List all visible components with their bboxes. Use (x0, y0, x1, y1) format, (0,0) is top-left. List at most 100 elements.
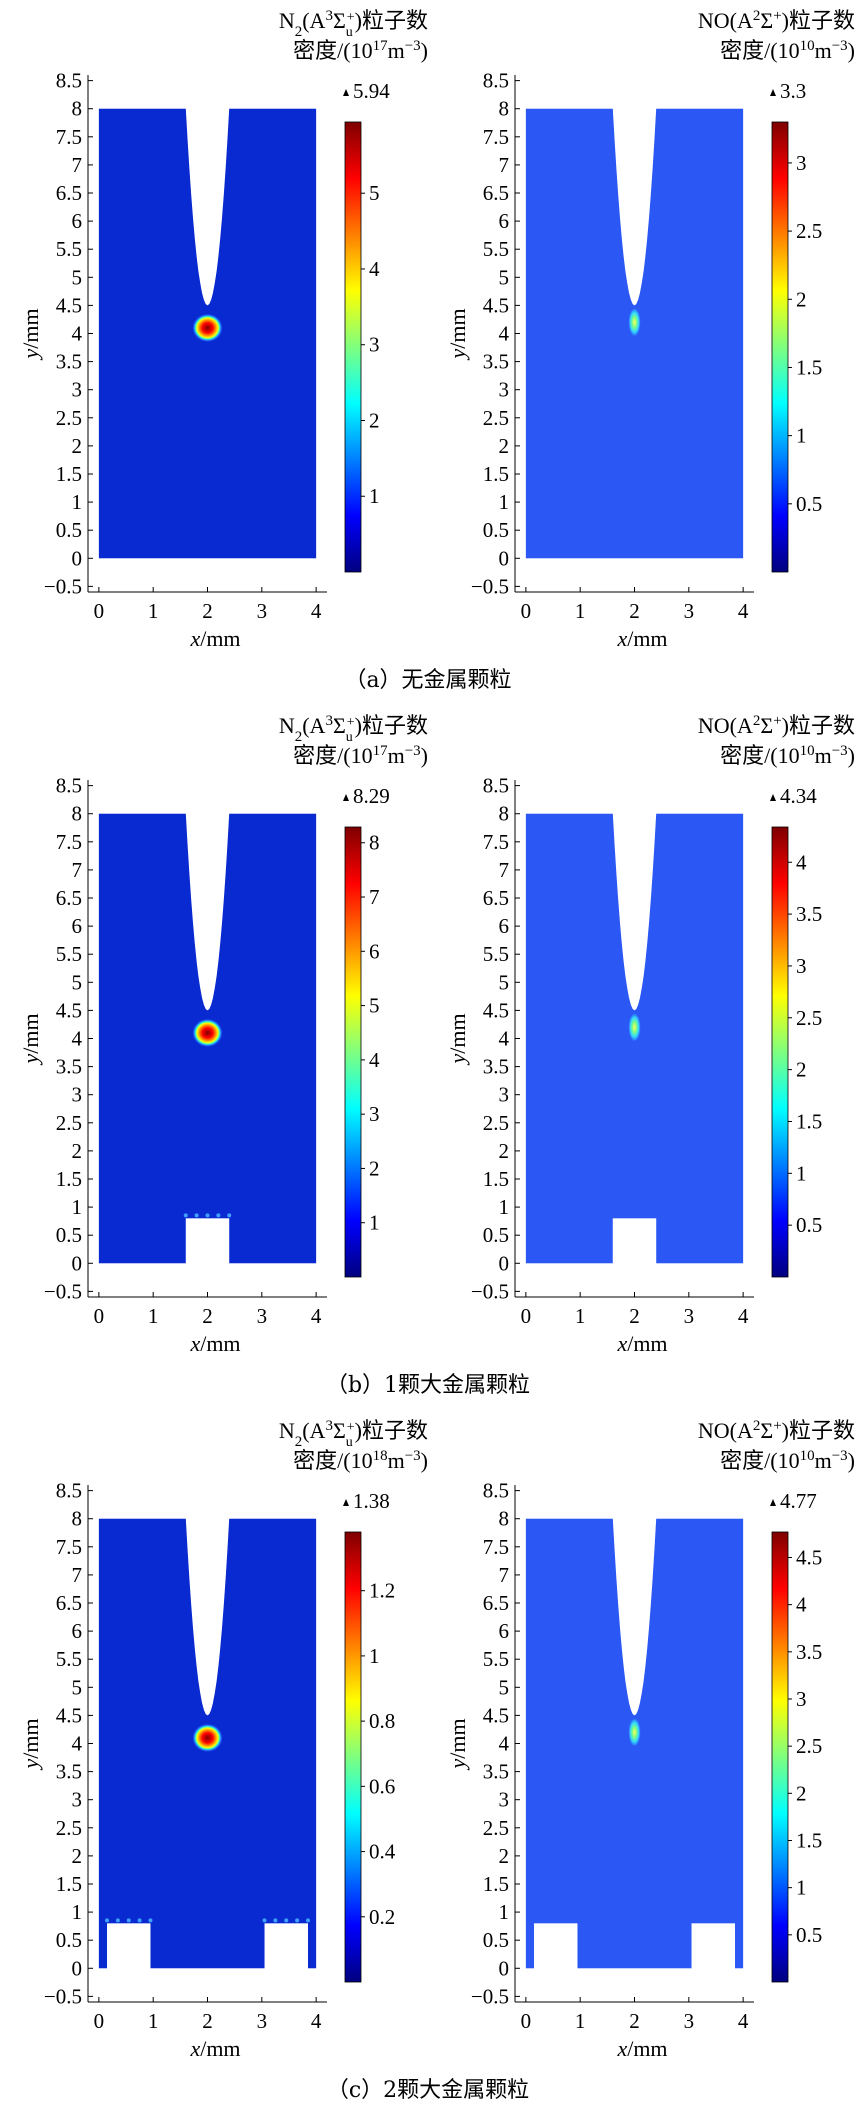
map-2-xtick-label-0: 0 (521, 2009, 532, 2033)
map-1-ytick-label-7: 3 (72, 1788, 83, 1812)
map-1-max-marker (343, 794, 349, 801)
map-2-cbar-tick-label-4: 2.5 (796, 219, 822, 243)
map-1-ytick-label-10: 4.5 (56, 998, 82, 1022)
map-2-ytick-label-10: 4.5 (483, 293, 509, 317)
map-2-hotspot (628, 1013, 641, 1042)
map-2-cbar-tick-label-5: 3 (796, 1687, 807, 1711)
map-2-cbar-tick-label-3: 2 (796, 1781, 807, 1805)
map-2-cbar-tick-label-2: 1.5 (796, 355, 822, 379)
panel-b-caption: （b）1颗大金属颗粒 (325, 1373, 531, 1398)
map-2-xtick-label-1: 1 (575, 2009, 586, 2033)
map-2-ylabel: y/mm (445, 1013, 470, 1065)
map-1-cbar-tick-label-1: 2 (369, 408, 380, 432)
map-1-xtick-label-3: 3 (257, 1304, 268, 1328)
map-2-cbar-tick-label-2: 1.5 (796, 1828, 822, 1852)
map-1-ytick-label-2: 0.5 (56, 518, 82, 542)
map-2-ytick-label-10: 4.5 (483, 998, 509, 1022)
map-2-xtick-label-3: 3 (684, 1304, 695, 1328)
map-2-ytick-label-7: 3 (499, 378, 510, 402)
map-2-cbar-tick-label-1: 1 (796, 1161, 807, 1185)
map-1-cbar-tick-label-6: 7 (369, 885, 380, 909)
map-1-ytick-label-3: 1 (72, 1900, 83, 1924)
map-2-xtick-label-2: 2 (629, 599, 640, 623)
map-1-needle-electrode (185, 100, 230, 306)
map-1-ytick-label-14: 6.5 (56, 1591, 82, 1615)
map-2-ytick-label-9: 4 (499, 1732, 510, 1756)
map-1-cbar-tick-label-1: 0.4 (369, 1840, 396, 1864)
map-2-xtick-label-0: 0 (521, 599, 532, 623)
map-1-ytick-label-18: 8.5 (56, 69, 82, 93)
map-2-xtick-label-2: 2 (629, 1304, 640, 1328)
map-2-ytick-label-11: 5 (499, 970, 510, 994)
map-1-ytick-label-12: 5.5 (56, 1647, 82, 1671)
map-1-cbar-tick-label-0: 0.2 (369, 1905, 395, 1929)
map-2-needle-electrode (612, 100, 657, 306)
map-2-ytick-label-3: 1 (499, 1195, 510, 1219)
map-1-ylabel: y/mm (18, 1718, 43, 1770)
map-2-ytick-label-4: 1.5 (483, 1167, 509, 1191)
map-1-ytick-label-18: 8.5 (56, 1479, 82, 1503)
map-2-particle-1 (534, 1923, 578, 1972)
map-2-cbar-tick-label-1: 1 (796, 424, 807, 448)
map-1-xtick-label-3: 3 (257, 599, 268, 623)
map-1-cbar-tick-label-4: 1 (369, 1644, 380, 1668)
map-1-xtick-label-2: 2 (202, 2009, 213, 2033)
map-1-ytick-label-16: 7.5 (56, 830, 82, 854)
map-1-ytick-label-16: 7.5 (56, 1535, 82, 1559)
map-1-hotspot (192, 1723, 223, 1752)
map-1-ytick-label-13: 6 (72, 1619, 83, 1643)
map-2-cbar-tick-label-0: 0.5 (796, 1923, 822, 1947)
map-1-ytick-label-11: 5 (72, 970, 83, 994)
map-1-ytick-label-1: 0 (72, 1956, 83, 1980)
map-1-xtick-label-3: 3 (257, 2009, 268, 2033)
map-1-colorbar (344, 826, 362, 1278)
map-1-ytick-label-13: 6 (72, 914, 83, 938)
map-1-max-marker (343, 1499, 349, 1506)
map-1-ytick-label-3: 1 (72, 1195, 83, 1219)
map-1-ytick-label-4: 1.5 (56, 1167, 82, 1191)
map-1-title: N2(A3Σu+)粒子数 (279, 1418, 428, 1450)
map-1-needle-electrode (185, 1510, 230, 1716)
map-1-ytick-label-13: 6 (72, 209, 83, 233)
map-2-xtick-label-0: 0 (521, 1304, 532, 1328)
map-1-xtick-label-2: 2 (202, 1304, 213, 1328)
map-2-ytick-label-7: 3 (499, 1083, 510, 1107)
map-2-cbar-tick-label-3: 2 (796, 1058, 807, 1082)
map-1-ytick-label-9: 4 (72, 1027, 83, 1051)
map-1-particle-1 (185, 1218, 230, 1267)
map-2-ytick-label-1: 0 (499, 1251, 510, 1275)
map-1-ytick-label-16: 7.5 (56, 125, 82, 149)
map-1-particle-2-glow-2 (273, 1918, 278, 1923)
map-1-ytick-label-6: 2.5 (56, 406, 82, 430)
map-1-ytick-label-11: 5 (72, 1675, 83, 1699)
map-1-xlabel: x/mm (189, 1331, 240, 1356)
map-1-ylabel: y/mm (18, 1013, 43, 1065)
map-2-ytick-label-14: 6.5 (483, 886, 509, 910)
map-2-cbar-tick-label-6: 3.5 (796, 902, 822, 926)
map-1-ytick-label-9: 4 (72, 1732, 83, 1756)
map-2-particle-1 (612, 1218, 657, 1267)
map-2-unit: 密度/(1010m−3) (720, 38, 855, 63)
map-1-unit: 密度/(1017m−3) (293, 743, 428, 768)
map-1-cbar-tick-label-2: 0.6 (369, 1774, 395, 1798)
map-1-ytick-label-15: 7 (72, 153, 83, 177)
map-1-cbar-tick-label-4: 5 (369, 994, 380, 1018)
map-1-particle-1-glow-3 (126, 1918, 131, 1923)
map-2-ytick-label-0: −0.5 (471, 574, 509, 598)
map-2-needle-electrode (612, 1510, 657, 1716)
map-1-ytick-label-0: −0.5 (44, 1984, 82, 2008)
map-2-ytick-label-0: −0.5 (471, 1984, 509, 2008)
map-1-ytick-label-5: 2 (72, 1844, 83, 1868)
map-1-cbar-tick-label-3: 4 (369, 257, 380, 281)
map-2-ytick-label-1: 0 (499, 1956, 510, 1980)
map-1-xtick-label-1: 1 (148, 599, 159, 623)
map-2-title: NO(A2Σ+)粒子数 (698, 1418, 855, 1443)
map-2-cbar-tick-label-7: 4 (796, 850, 807, 874)
map-1-xtick-label-4: 4 (311, 1304, 322, 1328)
map-1-ytick-label-14: 6.5 (56, 886, 82, 910)
map-1-ytick-label-0: −0.5 (44, 574, 82, 598)
map-2-xtick-label-3: 3 (684, 2009, 695, 2033)
map-2-max-marker (770, 89, 776, 96)
map-2-ytick-label-18: 8.5 (483, 1479, 509, 1503)
map-1-cbar-tick-label-4: 5 (369, 181, 380, 205)
